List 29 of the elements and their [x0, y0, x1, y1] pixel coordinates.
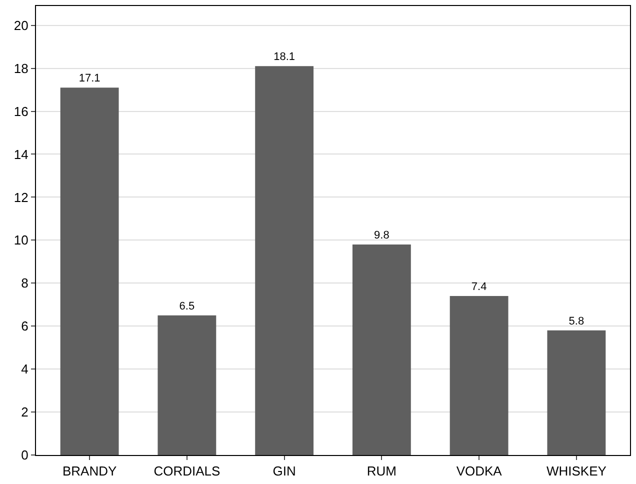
y-tick-label: 18 [14, 60, 28, 76]
data-label: 5.8 [568, 315, 584, 328]
data-label: 7.4 [471, 281, 487, 294]
y-tick-label: 20 [14, 18, 28, 33]
y-tick-label: 6 [21, 318, 28, 334]
y-tick-label: 16 [14, 104, 28, 119]
data-label: 17.1 [78, 72, 100, 85]
bar [158, 315, 216, 455]
y-tick-label: 0 [21, 448, 28, 463]
y-tick-label: 8 [21, 276, 28, 291]
data-label: 9.8 [374, 229, 390, 242]
x-tick-label: VODKA [456, 464, 502, 479]
y-tick-label: 14 [14, 146, 28, 162]
y-tick-label: 12 [14, 190, 28, 205]
y-tick-label: 10 [14, 232, 28, 248]
bar [352, 244, 411, 455]
x-tick-label: RUM [366, 464, 396, 479]
x-tick-label: GIN [272, 464, 296, 479]
x-tick-label: CORDIALS [154, 464, 220, 479]
x-tick-label: BRANDY [62, 464, 117, 479]
data-label: 18.1 [274, 51, 296, 64]
bar [255, 66, 314, 455]
y-tick-label: 2 [21, 404, 28, 420]
y-tick-label: 4 [21, 362, 28, 377]
x-tick-label: WHISKEY [546, 464, 607, 479]
bar [60, 88, 119, 455]
data-label: 6.5 [179, 300, 195, 312]
bar [450, 296, 508, 455]
bar [547, 330, 606, 455]
